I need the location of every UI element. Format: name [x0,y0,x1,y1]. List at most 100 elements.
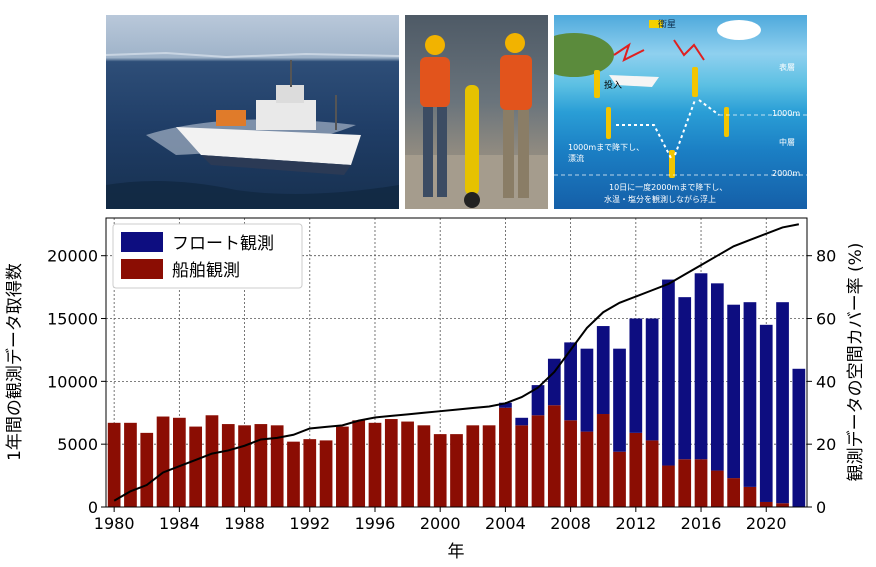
bar-float [547,358,561,406]
y2-tick-label: 80 [816,247,836,266]
bar-ship [710,470,724,507]
argo-float-cycle-diagram: 衛星 投入 表層 中層 1000m 2000m 1000mまで降下し、 漂流 1… [554,15,807,209]
x-tick-label: 1984 [159,514,200,533]
bar-ship [531,415,545,507]
bar-ship [303,439,317,507]
observation-chart: 0 5000 10000 15000 20000 0 20 40 60 80 1980 1984 198… [4,217,866,562]
coverage-line-layer [113,223,800,502]
bar-ship [173,417,186,507]
x-tick-label: 2012 [615,514,656,533]
bar-ship [694,459,708,507]
legend-label-ship: 船舶観測 [172,261,240,281]
bar-ship [515,425,529,507]
bar-ship [776,503,789,507]
y2-axis-title: 観測データの空間カバー率 (%) [845,243,866,482]
bar-ship [433,434,447,507]
axes: 0 5000 10000 15000 20000 0 20 40 60 80 1980 1984 198… [47,247,836,533]
bar-ship [613,451,626,507]
bar-float [596,326,610,415]
bar-ship [336,426,349,507]
bar-ship [450,434,463,507]
bar-ship [270,425,284,507]
bar-ship [368,422,382,507]
depth-2000-label: 2000m [772,169,800,178]
y-tick-label: 10000 [47,372,98,391]
bar-ship [547,405,561,507]
middle-layer-label: 中層 [779,137,795,147]
bar-float [629,318,643,433]
x-tick-label: 2016 [681,514,722,533]
bar-float [645,318,659,441]
legend-swatch-float [121,232,163,252]
argo-float-deployment-photo [405,15,548,209]
bar-ship [156,416,170,507]
bars [107,273,806,507]
bar-float [580,348,594,432]
bar-ship [319,440,333,507]
bar-float [710,283,724,471]
bar-ship [466,425,480,507]
bar-ship [124,422,137,507]
bar-ship [238,425,251,507]
x-tick-label: 2008 [550,514,591,533]
bar-ship [107,422,121,507]
bar-float [515,417,529,426]
bar-ship [287,441,300,507]
bar-float [743,302,757,487]
bar-ship [596,414,610,507]
legend: フロート観測 船舶観測 [112,223,303,289]
y2-tick-label: 40 [816,372,836,391]
bar-ship [352,420,366,507]
bar-ship [629,432,643,507]
satellite-label: 衛星 [658,18,676,30]
x-tick-label: 2020 [746,514,787,533]
x-tick-label: 1988 [224,514,265,533]
legend-label-float: フロート観測 [172,234,274,254]
y-tick-label: 15000 [47,310,98,329]
x-tick-label: 2000 [420,514,461,533]
bar-float [531,385,545,416]
bar-ship [743,486,757,507]
bar-ship [417,425,431,507]
y-tick-label: 20000 [47,247,98,266]
x-tick-label: 1980 [94,514,135,533]
bar-ship [140,432,154,507]
bar-ship [678,459,692,507]
bar-float [776,302,789,504]
bar-ship [205,415,219,507]
profile-text-line2: 水温・塩分を観測しながら浮上 [604,194,716,204]
bar-ship [499,407,512,507]
bar-ship [759,501,773,507]
bar-float [727,304,740,479]
surface-layer-label: 表層 [779,62,795,72]
bar-float [613,348,626,452]
y-axis-title: 1年間の観測データ取得数 [4,263,25,461]
bar-float [564,342,577,421]
bar-ship [384,419,398,507]
y2-tick-label: 0 [816,498,826,517]
bar-float [792,368,806,507]
drift-text-line2: 漂流 [568,153,584,163]
plot-frame [105,217,808,508]
legend-swatch-ship [121,259,163,279]
bar-float [499,402,512,408]
y2-tick-label: 60 [816,310,836,329]
bar-float [694,273,708,460]
bar-float [678,297,692,460]
bar-ship [189,426,203,507]
x-axis-title: 年 [448,542,465,562]
bar-ship [564,420,577,507]
bar-ship [482,425,496,507]
profile-text-line1: 10日に一度2000mまで降下し、 [609,182,727,192]
bar-ship [254,424,268,507]
coverage-line [113,223,800,502]
bar-float [662,279,675,466]
deploy-label: 投入 [604,79,622,91]
drift-text-line1: 1000mまで降下し、 [568,142,644,152]
bar-ship [401,421,414,507]
bar-float [759,324,773,502]
bar-ship [727,478,740,507]
bar-ship [221,424,235,507]
satellite-icon [649,20,663,28]
bar-ship [580,431,594,507]
